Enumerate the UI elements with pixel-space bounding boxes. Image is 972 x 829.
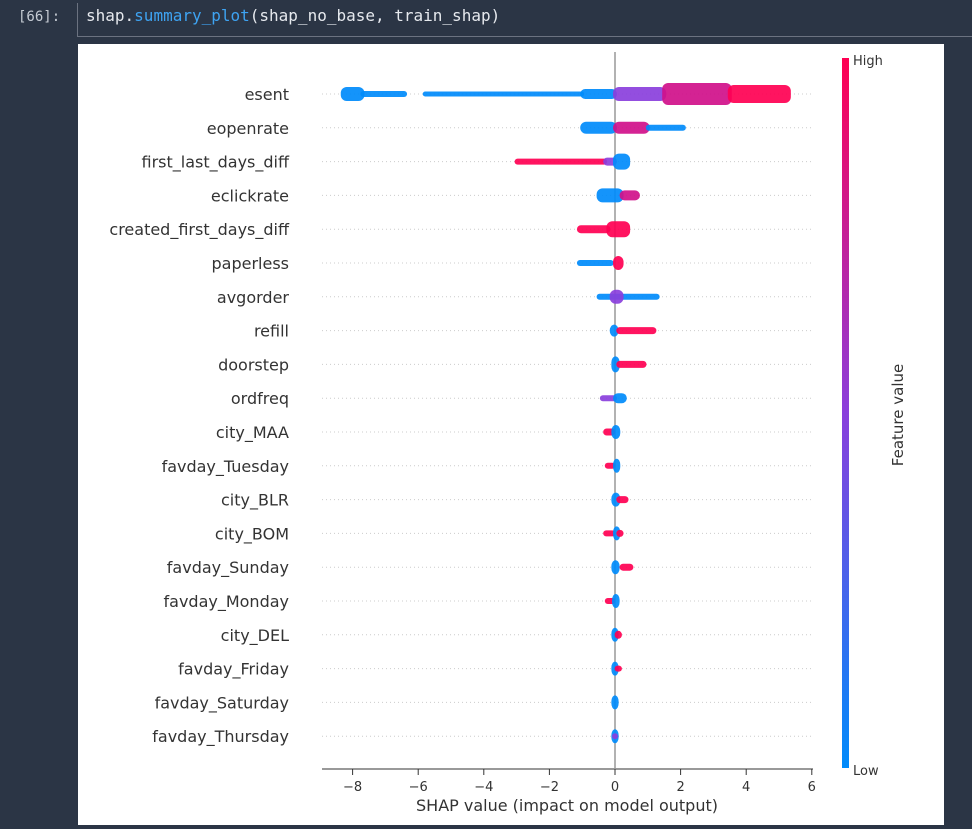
beeswarm-points-favday_Saturday xyxy=(611,695,619,710)
beeswarm-points-avgorder xyxy=(596,293,660,300)
code-cell-input[interactable] xyxy=(77,3,972,37)
colorbar-high-label: High xyxy=(853,54,883,69)
cell-prompt: [66]: xyxy=(18,9,61,25)
colorbar xyxy=(842,58,849,768)
beeswarm-points-created_first_days_diff xyxy=(576,225,611,234)
feature-label: refill xyxy=(254,322,289,341)
beeswarm-points-esent xyxy=(422,91,585,97)
feature-label: created_first_days_diff xyxy=(109,220,290,240)
feature-label: favday_Monday xyxy=(164,592,290,612)
feature-label: favday_Saturday xyxy=(155,693,289,713)
beeswarm-points-eopenrate xyxy=(613,121,650,134)
feature-label: esent xyxy=(245,85,289,104)
beeswarm-points-city_BLR xyxy=(616,496,629,504)
beeswarm-points-favday_Sunday xyxy=(611,560,620,575)
beeswarm-points-paperless xyxy=(576,260,614,266)
beeswarm-points-ordfreq xyxy=(599,395,617,402)
beeswarm-points-city_MAA xyxy=(611,425,621,439)
beeswarm-points-esent xyxy=(662,83,732,105)
code-line[interactable]: shap.summary_plot(shap_no_base, train_sh… xyxy=(86,6,500,25)
beeswarm-points-eopenrate xyxy=(645,124,686,131)
code-function: summary_plot xyxy=(134,6,250,25)
colorbar-low-label: Low xyxy=(853,764,879,779)
beeswarm-points-esent xyxy=(727,85,791,103)
feature-label: eclickrate xyxy=(211,186,289,205)
x-tick-label: 2 xyxy=(676,780,684,795)
beeswarm-points-favday_Friday xyxy=(614,665,622,672)
beeswarm-points-paperless xyxy=(613,256,624,270)
beeswarm-points-avgorder xyxy=(609,289,624,304)
beeswarm-points-city_BOM xyxy=(603,530,616,537)
beeswarm-points-favday_Tuesday xyxy=(613,458,621,473)
x-tick-label: −2 xyxy=(540,780,559,795)
beeswarm-points-favday_Thursday xyxy=(612,733,618,740)
beeswarm-points-first_last_days_diff xyxy=(613,153,631,170)
x-tick-label: 0 xyxy=(611,780,619,795)
feature-label: favday_Tuesday xyxy=(162,457,289,477)
feature-label: doorstep xyxy=(218,355,289,374)
feature-label: city_MAA xyxy=(216,423,289,443)
beeswarm-points-refill xyxy=(616,327,657,335)
feature-label: city_BOM xyxy=(215,524,289,544)
beeswarm-points-favday_Tuesday xyxy=(604,462,616,469)
feature-label: city_DEL xyxy=(221,626,289,646)
beeswarm-points-eclickrate xyxy=(619,190,640,201)
beeswarm-points-refill xyxy=(609,324,619,337)
beeswarm-points-favday_Monday xyxy=(612,594,620,608)
beeswarm-points-ordfreq xyxy=(613,393,627,404)
beeswarm-points-esent xyxy=(340,87,365,101)
beeswarm-points-eopenrate xyxy=(580,121,617,134)
shap-summary-plot: esent eopenrate first_last_days_diffeclick… xyxy=(109,52,907,815)
feature-label: avgorder xyxy=(217,288,290,307)
beeswarm-points-city_BOM xyxy=(616,529,624,537)
feature-label: favday_Thursday xyxy=(152,727,289,747)
beeswarm-points-city_BLR xyxy=(611,492,621,507)
feature-label: ordfreq xyxy=(231,389,289,408)
feature-label: paperless xyxy=(212,254,290,273)
beeswarm-points-created_first_days_diff xyxy=(606,221,631,238)
feature-label: favday_Friday xyxy=(178,660,289,680)
feature-label: city_BLR xyxy=(221,491,289,511)
x-tick-label: −4 xyxy=(474,780,493,795)
x-tick-label: −6 xyxy=(409,780,428,795)
x-tick-label: 6 xyxy=(808,780,816,795)
beeswarm-points-esent xyxy=(580,89,617,99)
code-args: (shap_no_base, train_shap) xyxy=(249,6,501,25)
beeswarm-points-esent xyxy=(360,91,408,97)
beeswarm-points-esent xyxy=(613,87,667,101)
beeswarm-points-doorstep xyxy=(611,356,620,373)
feature-label: favday_Sunday xyxy=(167,558,289,578)
beeswarm-points-first_last_days_diff xyxy=(514,158,608,165)
x-axis-label: SHAP value (impact on model output) xyxy=(416,796,718,815)
feature-label: first_last_days_diff xyxy=(141,153,289,173)
x-tick-label: −8 xyxy=(343,780,362,795)
beeswarm-points-eclickrate xyxy=(596,188,624,203)
beeswarm-points-favday_Sunday xyxy=(619,563,634,571)
beeswarm-points-city_DEL xyxy=(614,630,622,639)
code-module: shap. xyxy=(86,6,135,25)
x-tick-label: 4 xyxy=(742,780,750,795)
colorbar-title: Feature value xyxy=(889,364,907,466)
beeswarm-points-doorstep xyxy=(616,360,647,368)
feature-label: eopenrate xyxy=(207,119,289,138)
